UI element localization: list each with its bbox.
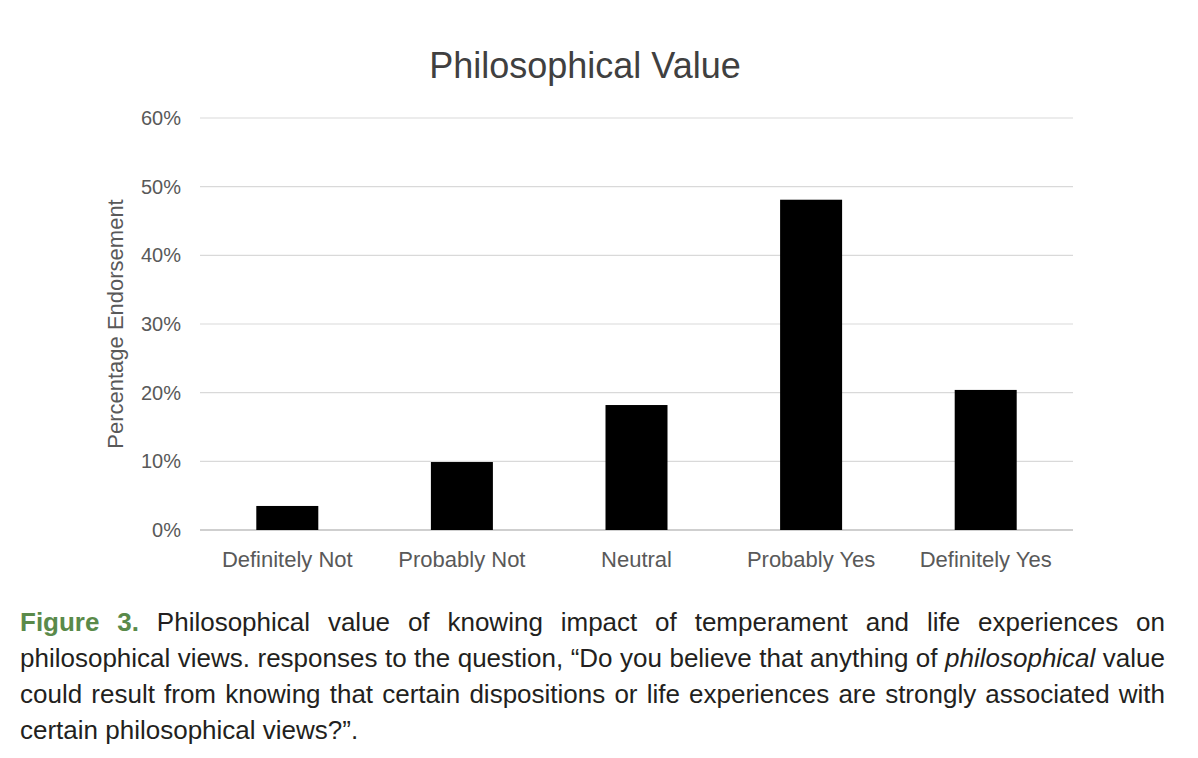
- y-axis-label: Percentage Endorsement: [103, 199, 128, 449]
- grid-line: [200, 186, 1073, 187]
- y-tick-label: 60%: [141, 107, 181, 129]
- grid-line: [200, 323, 1073, 324]
- x-tick-label: Definitely Yes: [920, 547, 1052, 572]
- bar: [606, 405, 668, 530]
- y-tick-label: 20%: [141, 382, 181, 404]
- grid-line: [200, 255, 1073, 256]
- bar: [955, 390, 1017, 530]
- x-tick-label: Probably Yes: [747, 547, 875, 572]
- bar: [780, 200, 842, 530]
- bars: [256, 200, 1016, 530]
- x-tick-label: Neutral: [601, 547, 672, 572]
- caption-label: Figure 3.: [20, 607, 139, 637]
- y-tick-label: 0%: [152, 519, 181, 541]
- grid-line: [200, 117, 1073, 118]
- grid-line: [200, 392, 1073, 393]
- bar: [256, 506, 318, 530]
- caption: Figure 3. Philosophical value of knowing…: [20, 604, 1165, 748]
- y-tick-label: 40%: [141, 244, 181, 266]
- title: Philosophical Value: [429, 45, 741, 86]
- x-tick-label: Probably Not: [398, 547, 525, 572]
- chart: Philosophical Value Percentage Endorsemen…: [0, 0, 1198, 600]
- bar: [431, 462, 493, 530]
- y-tick-label: 30%: [141, 313, 181, 335]
- y-tick-label: 10%: [141, 450, 181, 472]
- caption-text: philosophical: [945, 643, 1095, 673]
- x-tick-label: Definitely Not: [222, 547, 353, 572]
- y-tick-label: 50%: [141, 176, 181, 198]
